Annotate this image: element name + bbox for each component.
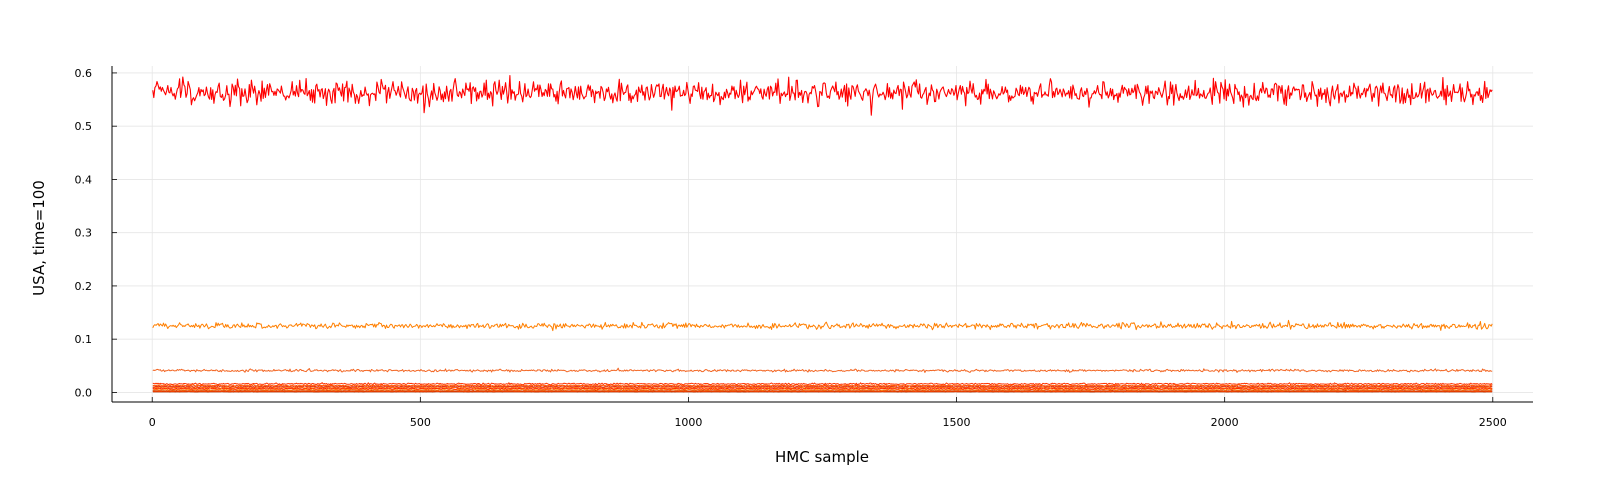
trace-line [152,384,1493,389]
x-tick-label: 0 [149,416,156,429]
y-tick-label: 0.1 [75,333,93,346]
series-layer [152,75,1493,393]
trace-line [152,319,1493,332]
x-tick-labels: 0 500 1000 1500 2000 2500 [149,397,1507,429]
y-tick-label: 0.0 [75,386,93,399]
grid [112,66,1533,402]
axes [111,66,1533,403]
trace-line [152,389,1493,392]
y-axis-label: USA, time=100 [30,180,48,296]
trace-line [152,388,1493,391]
trace-line [152,383,1493,388]
trace-line [152,387,1493,391]
x-tick-label: 1000 [674,416,702,429]
x-axis-label: HMC sample [775,448,869,466]
trace-line [152,386,1493,389]
x-tick-label: 500 [410,416,431,429]
y-tick-label: 0.3 [75,227,93,240]
x-tick-label: 1500 [943,416,971,429]
y-tick-label: 0.6 [75,67,93,80]
trace-line [152,382,1493,386]
y-tick-label: 0.5 [75,120,93,133]
x-tick-label: 2500 [1479,416,1507,429]
y-tick-label: 0.2 [75,280,93,293]
trace-line [152,75,1493,116]
trace-line [152,367,1493,373]
y-tick-label: 0.4 [75,173,93,186]
y-tick-labels: 0.0 0.1 0.2 0.3 0.4 0.5 0.6 [75,67,117,399]
x-tick-label: 2000 [1211,416,1239,429]
